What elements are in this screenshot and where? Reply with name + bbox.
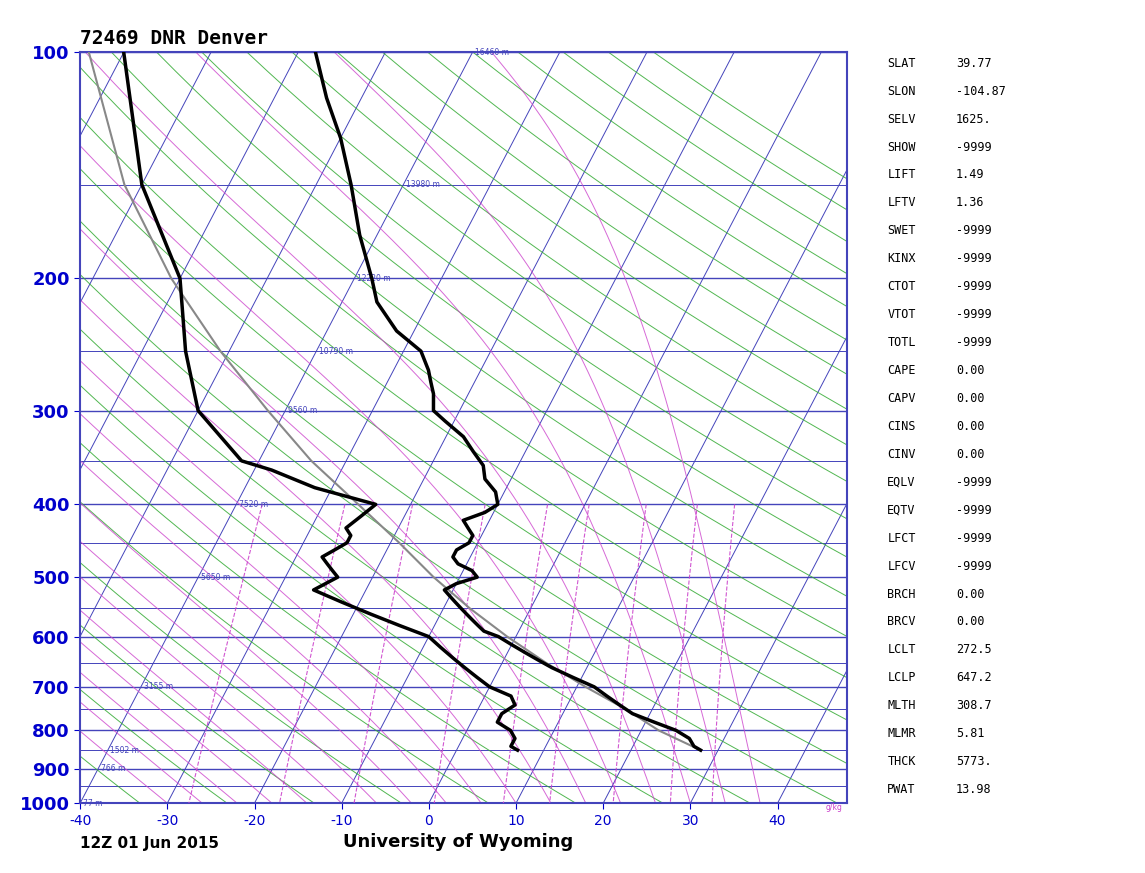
Text: LFCV: LFCV	[887, 560, 916, 573]
Text: 0.00: 0.00	[956, 364, 985, 377]
Text: 5650 m: 5650 m	[200, 573, 230, 581]
Text: g/kg: g/kg	[826, 803, 843, 812]
Text: LIFT: LIFT	[887, 168, 916, 182]
Text: 16460 m: 16460 m	[475, 48, 510, 57]
Text: 12220 m: 12220 m	[357, 274, 390, 283]
Text: 766 m: 766 m	[101, 764, 125, 773]
Text: SLAT: SLAT	[887, 57, 916, 70]
Text: -9999: -9999	[956, 560, 992, 573]
Text: 1502 m: 1502 m	[110, 746, 140, 754]
Text: 5.81: 5.81	[956, 727, 985, 740]
Text: SHOW: SHOW	[887, 141, 916, 154]
Text: -9999: -9999	[956, 504, 992, 517]
Text: LCLP: LCLP	[887, 671, 916, 684]
Text: 10790 m: 10790 m	[319, 347, 353, 355]
Text: -9999: -9999	[956, 280, 992, 293]
Text: 16: 16	[608, 803, 618, 812]
Text: 0.00: 0.00	[956, 448, 985, 461]
Text: PWAT: PWAT	[887, 783, 916, 796]
Text: 9560 m: 9560 m	[287, 406, 317, 415]
Text: 13980 m: 13980 m	[406, 180, 440, 189]
Text: BRCV: BRCV	[887, 615, 916, 629]
Text: EQTV: EQTV	[887, 504, 916, 517]
Text: SLON: SLON	[887, 85, 916, 98]
Text: 0.00: 0.00	[956, 392, 985, 405]
Text: 12Z 01 Jun 2015: 12Z 01 Jun 2015	[80, 836, 219, 851]
Text: 7: 7	[500, 803, 506, 812]
Text: SWET: SWET	[887, 224, 916, 237]
Text: 0.00: 0.00	[956, 615, 985, 629]
Text: 272.5: 272.5	[956, 643, 992, 656]
Text: MLTH: MLTH	[887, 699, 916, 712]
Text: SELV: SELV	[887, 113, 916, 126]
Text: 4: 4	[432, 803, 436, 812]
Text: LFTV: LFTV	[887, 196, 916, 210]
Text: BRCH: BRCH	[887, 588, 916, 601]
Text: -9999: -9999	[956, 308, 992, 321]
Text: THCK: THCK	[887, 755, 916, 768]
Text: 1: 1	[277, 803, 282, 812]
Text: 1.49: 1.49	[956, 168, 985, 182]
Text: -9999: -9999	[956, 224, 992, 237]
Text: -9999: -9999	[956, 252, 992, 265]
Text: -9999: -9999	[956, 532, 992, 545]
Text: KINX: KINX	[887, 252, 916, 265]
Text: 3155 m: 3155 m	[143, 683, 173, 691]
Text: CINV: CINV	[887, 448, 916, 461]
Text: LFCT: LFCT	[887, 532, 916, 545]
Text: 5773.: 5773.	[956, 755, 992, 768]
Text: CAPE: CAPE	[887, 364, 916, 377]
Text: -9999: -9999	[956, 141, 992, 154]
Text: 0.00: 0.00	[956, 588, 985, 601]
Text: CTOT: CTOT	[887, 280, 916, 293]
Text: MLMR: MLMR	[887, 727, 916, 740]
Text: -9999: -9999	[956, 476, 992, 489]
Text: CINS: CINS	[887, 420, 916, 433]
Text: 32: 32	[708, 803, 717, 812]
Text: 0.00: 0.00	[956, 420, 985, 433]
Text: University of Wyoming: University of Wyoming	[342, 833, 574, 851]
Text: EQLV: EQLV	[887, 476, 916, 489]
Text: CAPV: CAPV	[887, 392, 916, 405]
Text: 10: 10	[545, 803, 554, 812]
Text: 77 m: 77 m	[82, 799, 102, 808]
Text: -104.87: -104.87	[956, 85, 1006, 98]
Text: 7520 m: 7520 m	[239, 500, 268, 509]
Text: -9999: -9999	[956, 336, 992, 349]
Text: 0.4: 0.4	[183, 803, 195, 812]
Text: 2: 2	[352, 803, 356, 812]
Text: 39.77: 39.77	[956, 57, 992, 70]
Text: 647.2: 647.2	[956, 671, 992, 684]
Text: TOTL: TOTL	[887, 336, 916, 349]
Text: LCLT: LCLT	[887, 643, 916, 656]
Text: 1.36: 1.36	[956, 196, 985, 210]
Text: 72469 DNR Denver: 72469 DNR Denver	[80, 29, 268, 48]
Text: 308.7: 308.7	[956, 699, 992, 712]
Text: VTOT: VTOT	[887, 308, 916, 321]
Text: 1625.: 1625.	[956, 113, 992, 126]
Text: 24: 24	[665, 803, 676, 812]
Text: 13.98: 13.98	[956, 783, 992, 796]
